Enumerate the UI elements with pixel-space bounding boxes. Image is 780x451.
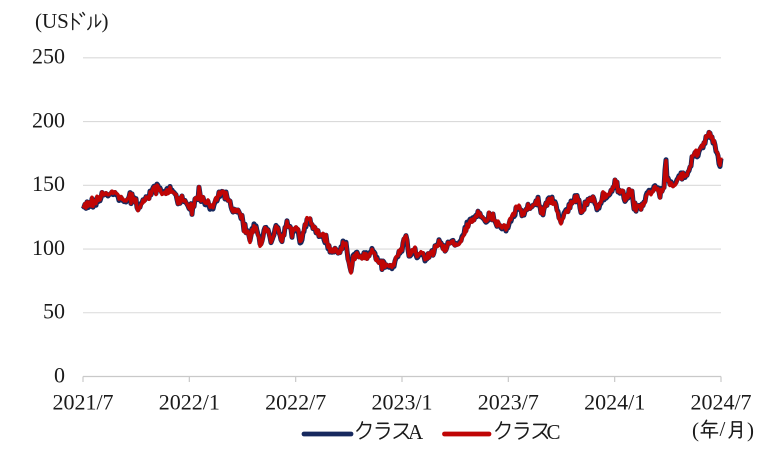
svg-text:2023/1: 2023/1 — [371, 390, 432, 415]
svg-text:2024/7: 2024/7 — [690, 390, 751, 415]
svg-text:50: 50 — [43, 299, 65, 324]
svg-text:200: 200 — [32, 107, 65, 132]
svg-text:A: A — [408, 420, 424, 444]
svg-text:): ) — [747, 418, 754, 442]
svg-text:2024/1: 2024/1 — [584, 390, 645, 415]
svg-text:150: 150 — [32, 171, 65, 196]
svg-text:/: / — [720, 417, 726, 441]
svg-text:2021/7: 2021/7 — [52, 390, 113, 415]
svg-text:250: 250 — [32, 44, 65, 69]
svg-text:): ) — [102, 9, 109, 33]
svg-text:0: 0 — [54, 362, 65, 387]
svg-text:(US: (US — [35, 9, 69, 33]
svg-text:2022/1: 2022/1 — [159, 390, 220, 415]
svg-text:100: 100 — [32, 235, 65, 260]
svg-text:C: C — [547, 420, 561, 444]
svg-text:2022/7: 2022/7 — [265, 390, 326, 415]
svg-text:2023/7: 2023/7 — [478, 390, 539, 415]
svg-text:(: ( — [692, 418, 699, 442]
